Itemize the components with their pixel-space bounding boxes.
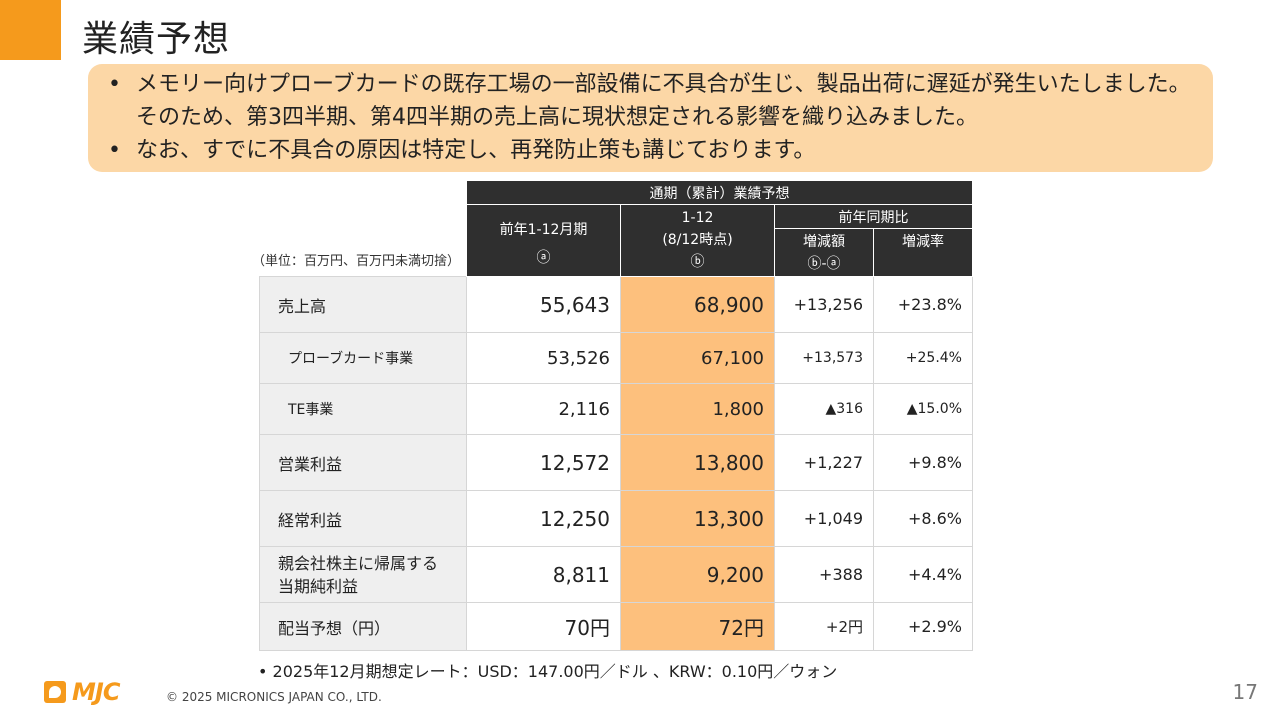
curr-value: 13,300: [620, 490, 775, 547]
prev-value: 12,572: [466, 434, 621, 491]
row-label-line2: 当期純利益: [278, 576, 359, 596]
row-label: プローブカード事業: [259, 332, 467, 384]
row-label: 親会社株主に帰属する 当期純利益: [259, 546, 467, 603]
prev-value: 55,643: [466, 276, 621, 333]
curr-value: 13,800: [620, 434, 775, 491]
col-header-diff: 増減額 ⓑ-ⓐ: [774, 228, 874, 277]
col-header-prev-label: 前年1-12月期: [499, 222, 588, 238]
diff-value: ▲316: [774, 383, 874, 435]
page-title: 業績予想: [82, 19, 231, 60]
page-number: 17: [1232, 680, 1258, 704]
copyright: © 2025 MICRONICS JAPAN CO., LTD.: [166, 690, 382, 704]
col-header-curr-mark: ⓑ: [690, 254, 705, 270]
col-header-diff-formula: ⓑ-ⓐ: [807, 256, 841, 272]
rate-value: +2.9%: [873, 602, 973, 651]
prev-value: 8,811: [466, 546, 621, 603]
title-accent-block: [0, 0, 61, 60]
rate-value: +25.4%: [873, 332, 973, 384]
col-header-rate: 増減率: [873, 228, 973, 277]
curr-value: 68,900: [620, 276, 775, 333]
table-row: 売上高 55,643 68,900 +13,256 +23.8%: [259, 276, 973, 333]
row-label: 営業利益: [259, 434, 467, 491]
table-corner: [260, 229, 467, 277]
logo-mark-icon: [44, 681, 66, 703]
diff-value: +388: [774, 546, 874, 603]
prev-value: 53,526: [466, 332, 621, 384]
forecast-table: 通期（累計）業績予想 前年1-12月期 ⓐ 1-12 (8/12時点) ⓑ 前年…: [259, 180, 973, 651]
diff-value: +13,573: [774, 332, 874, 384]
diff-value: +1,227: [774, 434, 874, 491]
col-header-curr-line2: (8/12時点): [662, 232, 733, 248]
col-header-prev: 前年1-12月期 ⓐ: [466, 204, 621, 277]
col-header-diff-label: 増減額: [803, 234, 845, 250]
table-row: 配当予想（円） 70円 72円 +2円 +2.9%: [259, 602, 973, 651]
rate-value: +8.6%: [873, 490, 973, 547]
group-header: 通期（累計）業績予想: [466, 180, 973, 205]
table-row: TE事業 2,116 1,800 ▲316 ▲15.0%: [259, 383, 973, 435]
prev-value: 70円: [466, 602, 621, 651]
rate-value: +23.8%: [873, 276, 973, 333]
table-row: 親会社株主に帰属する 当期純利益 8,811 9,200 +388 +4.4%: [259, 546, 973, 603]
bullet-item: なお、すでに不具合の原因は特定し、再発防止策も講じております。: [106, 134, 1193, 167]
table-row: プローブカード事業 53,526 67,100 +13,573 +25.4%: [259, 332, 973, 384]
rate-value: +4.4%: [873, 546, 973, 603]
rate-value: ▲15.0%: [873, 383, 973, 435]
rate-value: +9.8%: [873, 434, 973, 491]
logo-text: MJC: [72, 678, 120, 706]
diff-value: +1,049: [774, 490, 874, 547]
row-label: 経常利益: [259, 490, 467, 547]
table-row: 営業利益 12,572 13,800 +1,227 +9.8%: [259, 434, 973, 491]
unit-note: （単位：百万円、百万円未満切捨）: [252, 254, 461, 269]
col-header-yoy: 前年同期比: [774, 204, 973, 229]
col-header-prev-mark: ⓐ: [536, 250, 551, 266]
diff-value: +13,256: [774, 276, 874, 333]
col-header-curr: 1-12 (8/12時点) ⓑ: [620, 204, 775, 277]
curr-value: 67,100: [620, 332, 775, 384]
table-row: 経常利益 12,250 13,300 +1,049 +8.6%: [259, 490, 973, 547]
curr-value: 1,800: [620, 383, 775, 435]
row-label: TE事業: [259, 383, 467, 435]
curr-value: 72円: [620, 602, 775, 651]
row-label: 売上高: [259, 276, 467, 333]
prev-value: 2,116: [466, 383, 621, 435]
table-corner: [260, 205, 467, 229]
prev-value: 12,250: [466, 490, 621, 547]
row-label: 配当予想（円）: [259, 602, 467, 651]
col-header-curr-line1: 1-12: [681, 210, 714, 226]
table-corner: [260, 181, 467, 205]
bullet-box: メモリー向けプローブカードの既存工場の一部設備に不具合が生じ、製品出荷に遅延が発…: [88, 64, 1213, 172]
diff-value: +2円: [774, 602, 874, 651]
bullet-item: メモリー向けプローブカードの既存工場の一部設備に不具合が生じ、製品出荷に遅延が発…: [106, 68, 1193, 134]
curr-value: 9,200: [620, 546, 775, 603]
exchange-rate-footnote: • 2025年12月期想定レート：USD：147.00円／ドル 、KRW：0.1…: [258, 662, 838, 681]
company-logo: MJC: [44, 678, 120, 706]
row-label-line1: 親会社株主に帰属する: [278, 553, 439, 573]
